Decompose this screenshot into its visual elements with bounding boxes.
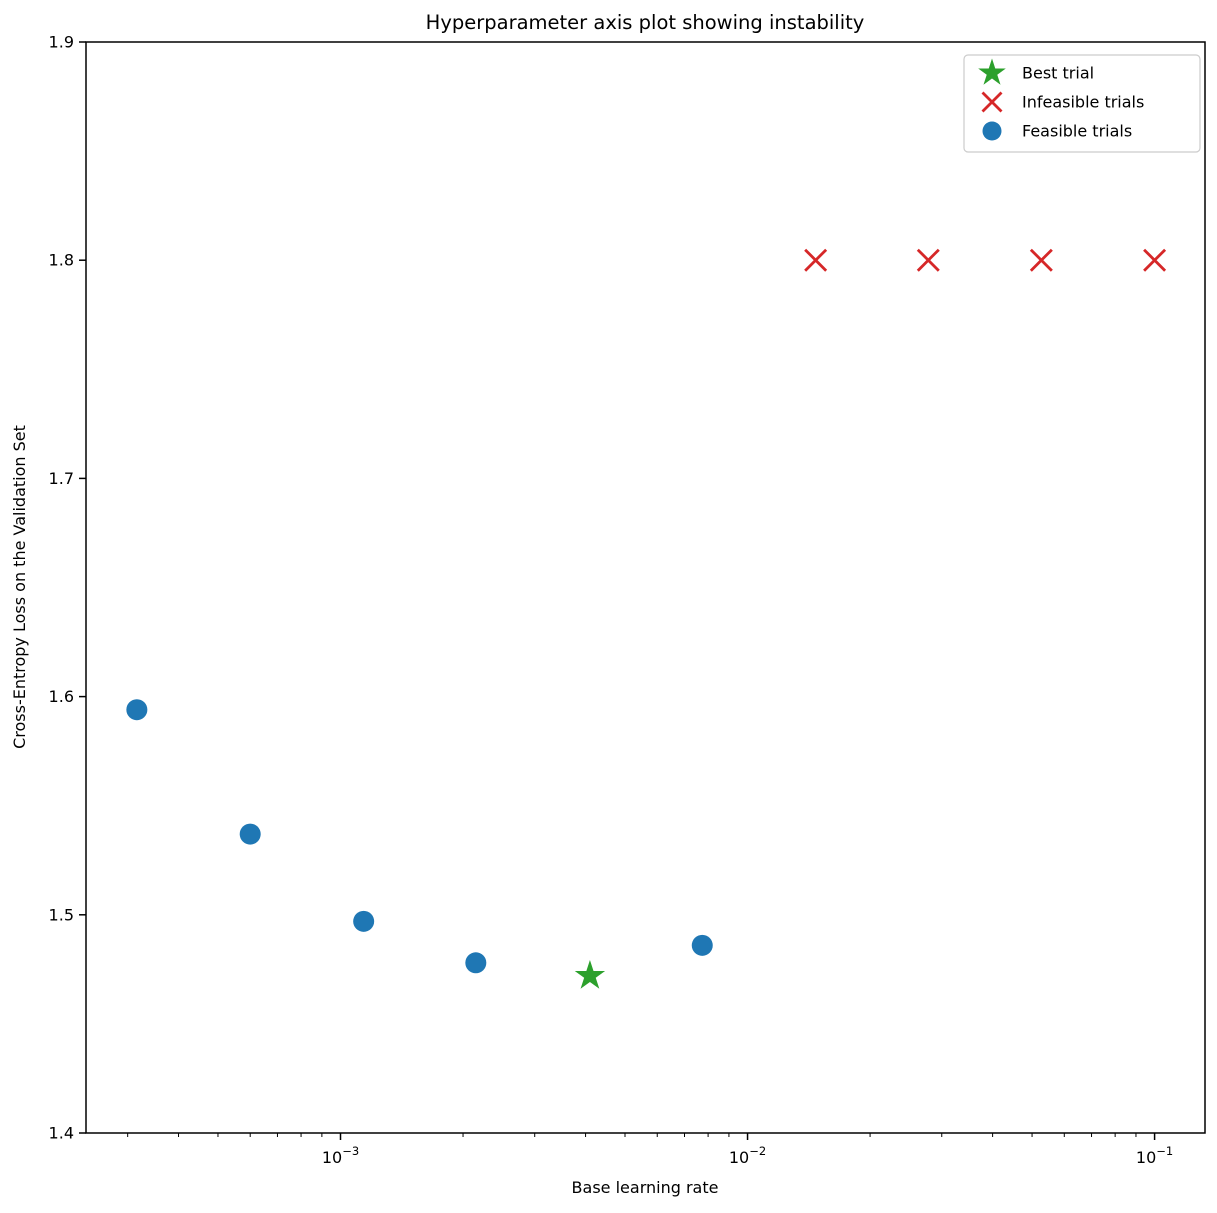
x-tick-label: 10−2 — [729, 1144, 766, 1167]
point-infeasible-trials — [916, 248, 940, 272]
legend-label-best-trial: Best trial — [1022, 64, 1094, 83]
plot-frame — [85, 41, 1206, 1134]
x-axis-label: Base learning rate — [572, 1178, 719, 1197]
point-infeasible-trials — [1029, 248, 1053, 272]
point-infeasible-trials — [1143, 248, 1167, 272]
point-feasible-trials — [126, 699, 148, 721]
point-best-trial — [574, 959, 606, 989]
x-tick-label: 10−1 — [1136, 1144, 1173, 1167]
y-axis-label: Cross-Entropy Loss on the Validation Set — [10, 425, 29, 749]
y-tick-label: 1.6 — [49, 687, 74, 706]
legend-label-feasible-trials: Feasible trials — [1022, 122, 1132, 141]
legend-marker-infeasible-trials — [981, 91, 1003, 113]
legend: Best trial Infeasible trials Feasible tria… — [963, 54, 1201, 153]
y-tick-label: 1.7 — [49, 469, 74, 488]
point-feasible-trials — [691, 934, 713, 956]
legend-marker-feasible-trials — [982, 121, 1002, 141]
y-tick-label: 1.4 — [49, 1124, 74, 1143]
chart-title: Hyperparameter axis plot showing instabi… — [426, 11, 865, 34]
y-tick-label: 1.5 — [49, 905, 74, 924]
legend-label-infeasible-trials: Infeasible trials — [1022, 93, 1144, 112]
point-feasible-trials — [465, 952, 487, 974]
legend-box — [963, 54, 1201, 153]
point-infeasible-trials — [804, 248, 828, 272]
y-tick-label: 1.8 — [49, 251, 74, 270]
legend-marker-best-trial — [978, 58, 1006, 85]
x-tick-label: 10−3 — [322, 1144, 359, 1167]
plot-area: 1.4 1.5 1.6 1.7 1.8 1.9 10−3 10−2 10−1 — [49, 33, 1206, 1167]
point-feasible-trials — [353, 910, 375, 932]
y-tick-label: 1.9 — [49, 33, 74, 52]
point-feasible-trials — [239, 823, 261, 845]
